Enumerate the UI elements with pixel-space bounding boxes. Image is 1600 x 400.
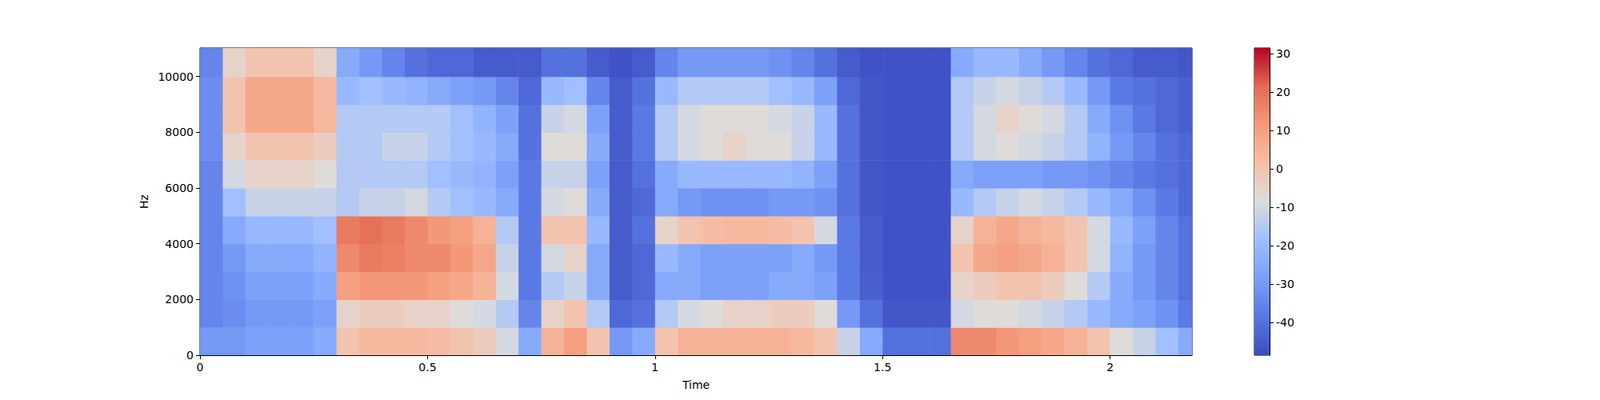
svg-text:8000: 8000 [164, 125, 194, 139]
svg-text:2: 2 [1106, 360, 1114, 374]
svg-text:1: 1 [651, 360, 659, 374]
svg-text:6000: 6000 [164, 181, 194, 195]
svg-text:0: 0 [1276, 162, 1284, 176]
svg-text:0: 0 [186, 348, 194, 362]
svg-text:0: 0 [196, 360, 204, 374]
svg-text:30: 30 [1276, 47, 1291, 60]
svg-text:2000: 2000 [164, 292, 194, 306]
svg-text:1.5: 1.5 [873, 360, 892, 374]
svg-text:20: 20 [1276, 85, 1291, 99]
svg-text:0.5: 0.5 [418, 360, 436, 374]
svg-text:-30: -30 [1276, 277, 1295, 291]
svg-text:-10: -10 [1276, 200, 1295, 214]
svg-text:10000: 10000 [157, 70, 194, 84]
svg-text:10: 10 [1276, 124, 1291, 137]
svg-text:Time: Time [681, 378, 710, 392]
svg-text:-40: -40 [1276, 316, 1295, 329]
svg-text:-20: -20 [1276, 239, 1295, 252]
svg-text:Hz: Hz [137, 194, 151, 209]
svg-text:4000: 4000 [164, 237, 194, 251]
